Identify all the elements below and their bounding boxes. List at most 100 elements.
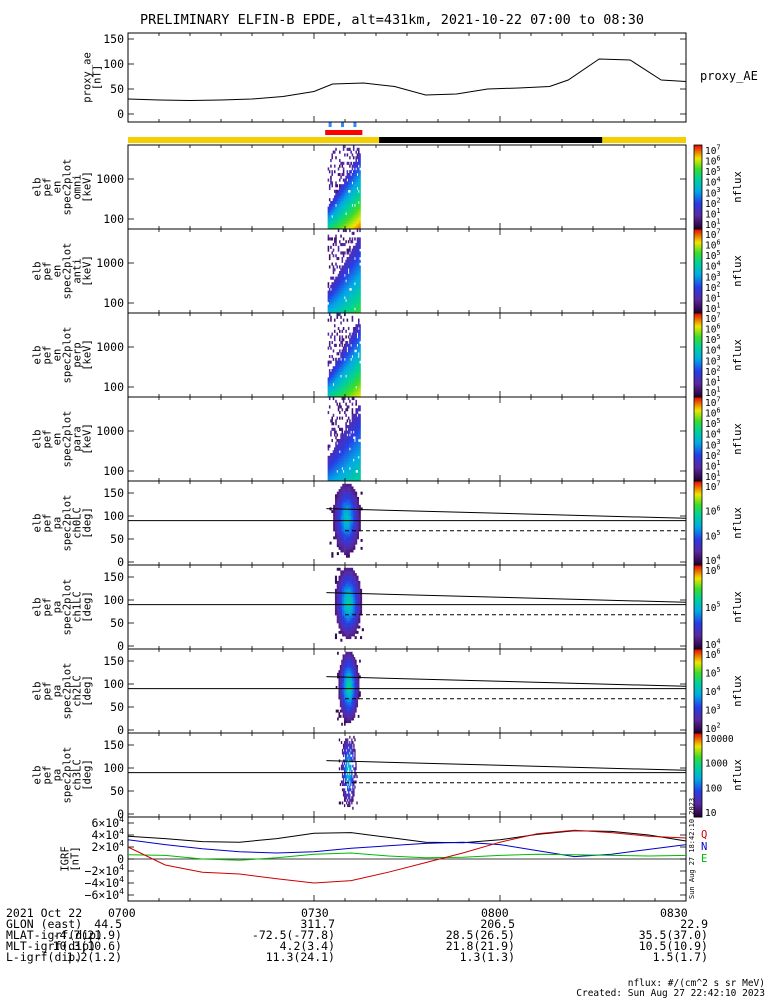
spectrogram-cell — [344, 279, 346, 283]
spectrogram-cell — [335, 391, 337, 395]
spectrogram-cell — [346, 259, 349, 263]
spectrogram-cell — [354, 450, 356, 454]
spectrogram-cell — [357, 383, 360, 387]
pa-cell — [348, 707, 350, 710]
pa-cell — [350, 664, 353, 668]
spectrogram-cell — [357, 181, 360, 185]
pa-cell — [342, 528, 345, 532]
colorbar-cell — [694, 518, 702, 522]
spectrogram-cell — [339, 467, 341, 471]
spectrogram-cell — [337, 357, 340, 361]
spectrogram-cell — [346, 425, 349, 429]
spectrogram-cell — [330, 159, 332, 163]
spectrogram-cell — [331, 416, 333, 420]
pa-cell — [342, 623, 345, 626]
spectrogram-cell — [355, 170, 358, 174]
spectrogram-cell — [347, 293, 350, 297]
spectrogram-cell — [336, 475, 339, 479]
spectrogram-cell — [351, 453, 354, 457]
spectrogram-cell — [339, 366, 341, 370]
spectrogram-cell — [336, 402, 339, 406]
spectrogram-cell — [354, 265, 356, 269]
spectrogram-cell — [345, 464, 347, 468]
spectrogram-cell — [341, 184, 344, 188]
spectrogram-cell — [331, 394, 333, 398]
pa-cell — [358, 504, 361, 508]
colorbar-cell — [694, 684, 702, 688]
pa-cell — [354, 620, 357, 624]
spectrogram-cell — [336, 212, 339, 216]
spectrogram-cell — [349, 293, 351, 297]
pa-cell — [353, 707, 356, 710]
spectrogram-cell — [342, 444, 345, 448]
spectrogram-cell — [330, 380, 332, 384]
spectrogram-cell — [344, 469, 346, 473]
pa-cell — [345, 767, 347, 771]
spectrogram-cell — [340, 251, 342, 255]
colorbar-tick-label: 102 — [705, 365, 720, 378]
spectrogram-cell — [356, 293, 359, 297]
spectrogram-cell — [339, 164, 341, 168]
spectrogram-cell — [346, 203, 349, 207]
pa-cell — [351, 586, 354, 590]
spectrogram-cell — [356, 461, 359, 465]
pa-cell — [357, 675, 360, 679]
pa-cell — [347, 617, 350, 621]
spectrogram-cell — [357, 147, 360, 151]
spectrogram-cell — [359, 299, 361, 303]
spectrogram-cell — [331, 385, 333, 389]
ephemeris-value: 0800 — [481, 906, 509, 920]
spectrogram-cell — [352, 380, 355, 384]
pa-cell — [342, 628, 345, 632]
spectrogram-cell — [336, 189, 339, 193]
pa-cell — [349, 575, 352, 579]
spectrogram-cell — [359, 237, 361, 241]
spectrogram-cell — [357, 433, 360, 437]
pa-cell — [351, 580, 354, 584]
spectrogram-cell — [333, 307, 336, 311]
spectrogram-cell — [355, 388, 358, 392]
energy-tick-label: 1000 — [96, 256, 124, 270]
pa-cell — [354, 738, 356, 742]
pa-cell — [347, 607, 350, 611]
spectrogram-cell — [341, 243, 344, 247]
spectrogram-cell — [341, 343, 344, 347]
spectrogram-cell — [355, 254, 358, 258]
spectrogram-cell — [359, 310, 361, 314]
spectrogram-cell — [330, 458, 332, 462]
colorbar-cell — [694, 695, 702, 698]
spectrogram-cell — [351, 455, 354, 459]
pa-cell — [352, 796, 354, 800]
spectrogram-cell — [355, 257, 358, 261]
spectrogram-cell — [355, 408, 358, 412]
spectrogram-cell — [354, 206, 356, 210]
spectrogram-cell — [327, 215, 330, 219]
pa-cell — [343, 798, 346, 802]
spectrogram-cell — [356, 419, 359, 423]
spectrogram-cell — [342, 467, 345, 471]
pa-cell — [348, 780, 350, 784]
pa-cell — [348, 743, 350, 747]
spectrogram-cell — [350, 187, 352, 191]
pa-cell — [342, 575, 345, 579]
spectrogram-cell — [351, 436, 354, 440]
spectrogram-cell — [340, 187, 342, 191]
pa-cell — [349, 586, 352, 590]
spectrogram-cell — [355, 475, 358, 479]
spectrogram-cell — [349, 285, 351, 289]
spectrogram-cell — [351, 215, 354, 219]
spectrogram-cell — [345, 425, 347, 429]
spectrogram-cell — [330, 455, 332, 459]
spectrogram-cell — [341, 469, 344, 473]
pa-cell — [341, 683, 343, 687]
pa-cell — [345, 520, 349, 524]
spectrogram-cell — [344, 355, 346, 359]
pa-cell — [333, 517, 336, 521]
pa-cell — [354, 617, 357, 621]
colorbar-cell — [694, 308, 702, 312]
pa-cell — [349, 625, 352, 629]
spectrogram-cell — [346, 175, 349, 179]
spectrogram-cell — [335, 237, 337, 241]
pa-cell — [349, 801, 351, 805]
spectrogram-cell — [337, 310, 340, 314]
